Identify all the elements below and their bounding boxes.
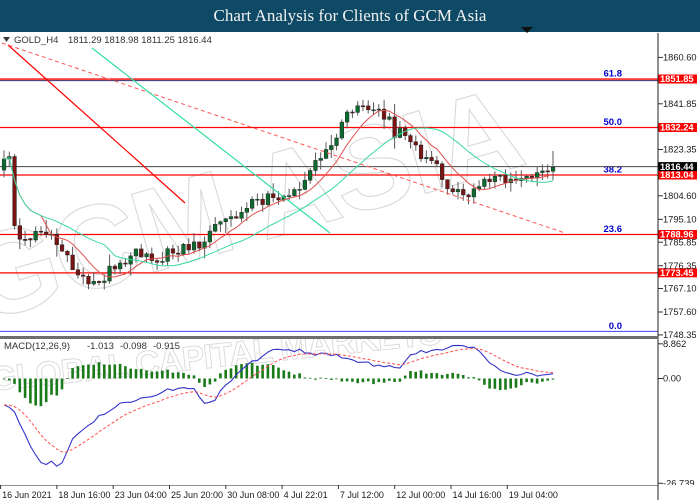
svg-text:1851.85: 1851.85 <box>660 74 694 84</box>
svg-text:4 Jul 22:01: 4 Jul 22:01 <box>284 490 328 500</box>
svg-text:GOLD_H4: GOLD_H4 <box>14 35 58 46</box>
svg-text:1860.60: 1860.60 <box>663 53 697 63</box>
svg-text:0.0: 0.0 <box>609 321 622 332</box>
svg-text:1785.85: 1785.85 <box>663 237 697 247</box>
svg-text:-0.098: -0.098 <box>120 341 147 352</box>
svg-text:23 Jun 04:00: 23 Jun 04:00 <box>115 490 167 500</box>
svg-text:1841.85: 1841.85 <box>663 99 697 109</box>
svg-text:1823.35: 1823.35 <box>663 145 697 155</box>
svg-text:16 Jun 2021: 16 Jun 2021 <box>2 490 52 500</box>
svg-text:18 Jun 16:00: 18 Jun 16:00 <box>58 490 110 500</box>
svg-text:50.0: 50.0 <box>604 117 623 128</box>
svg-text:MACD(12,26,9): MACD(12,26,9) <box>4 341 70 352</box>
svg-text:1816.44: 1816.44 <box>660 162 694 172</box>
svg-text:61.8: 61.8 <box>604 69 623 80</box>
svg-text:1804.60: 1804.60 <box>663 191 697 201</box>
svg-text:25 Jun 20:00: 25 Jun 20:00 <box>171 490 223 500</box>
svg-text:1767.10: 1767.10 <box>663 284 697 294</box>
svg-text:12 Jul 00:00: 12 Jul 00:00 <box>396 490 445 500</box>
svg-text:8.862: 8.862 <box>663 339 686 349</box>
svg-text:1776.35: 1776.35 <box>663 261 697 271</box>
svg-text:1748.35: 1748.35 <box>663 330 697 339</box>
svg-text:7 Jul 12:00: 7 Jul 12:00 <box>340 490 384 500</box>
svg-text:23.6: 23.6 <box>604 224 623 235</box>
svg-text:14 Jul 16:00: 14 Jul 16:00 <box>453 490 502 500</box>
svg-text:1795.10: 1795.10 <box>663 215 697 225</box>
svg-text:1757.60: 1757.60 <box>663 307 697 317</box>
svg-text:19 Jul 04:00: 19 Jul 04:00 <box>509 490 558 500</box>
svg-text:1832.24: 1832.24 <box>660 123 694 133</box>
svg-text:-1.013: -1.013 <box>87 341 114 352</box>
svg-text:1811.29 1818.98 1811.25 1816.4: 1811.29 1818.98 1811.25 1816.44 <box>68 35 212 46</box>
svg-text:0.00: 0.00 <box>663 374 681 384</box>
svg-text:-0.915: -0.915 <box>153 341 180 352</box>
svg-text:30 Jun 08:00: 30 Jun 08:00 <box>227 490 279 500</box>
